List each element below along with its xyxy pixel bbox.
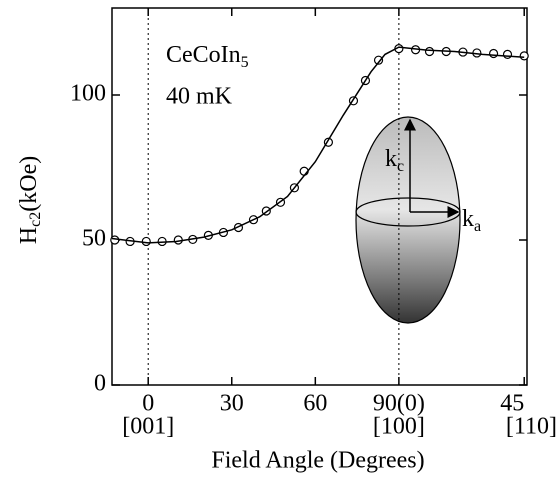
inset-label: ka xyxy=(462,206,481,235)
fit-line xyxy=(111,46,525,244)
inset-ellipsoid xyxy=(355,116,461,324)
data-point xyxy=(373,55,384,65)
y-axis-label: Hc2(kOe) xyxy=(16,156,44,244)
annotation: 40 mK xyxy=(166,84,233,110)
data-point xyxy=(110,235,120,245)
plot-frame xyxy=(111,7,528,386)
inset-label: kc xyxy=(385,146,404,175)
data-point xyxy=(424,46,435,57)
x-tick-label: 30 xyxy=(220,391,244,417)
x-tick-label: 90(0) xyxy=(373,391,425,417)
x-tick-label: 0 xyxy=(142,391,154,417)
annotation: CeCoIn5 xyxy=(166,42,249,71)
data-point xyxy=(141,236,151,247)
x-direction-label: [001] xyxy=(122,414,174,440)
y-tick-label: 100 xyxy=(70,81,106,107)
x-tick-label: 60 xyxy=(303,391,327,417)
data-point xyxy=(519,51,529,61)
data-point xyxy=(502,49,513,60)
x-direction-label: [110] xyxy=(506,414,557,440)
y-tick-label: 50 xyxy=(82,226,106,252)
x-direction-label: [100] xyxy=(373,414,425,440)
data-point xyxy=(488,48,499,59)
x-axis-label: Field Angle (Degrees) xyxy=(211,448,424,474)
x-tick-label: 45 xyxy=(500,391,524,417)
y-tick-label: 0 xyxy=(94,371,106,397)
